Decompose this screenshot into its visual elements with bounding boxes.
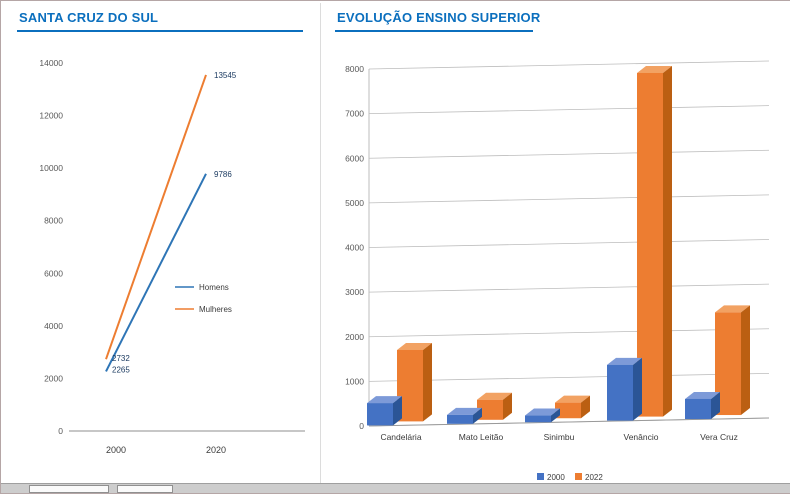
svg-text:12000: 12000 bbox=[39, 111, 63, 121]
svg-text:6000: 6000 bbox=[44, 268, 63, 278]
svg-text:Mato Leitão: Mato Leitão bbox=[459, 432, 504, 442]
svg-text:3000: 3000 bbox=[345, 287, 364, 297]
svg-text:5000: 5000 bbox=[345, 198, 364, 208]
svg-text:0: 0 bbox=[58, 426, 63, 436]
svg-text:2000: 2000 bbox=[106, 445, 126, 455]
svg-text:Vera Cruz: Vera Cruz bbox=[700, 432, 738, 442]
bar-chart-title-underline bbox=[335, 30, 533, 32]
svg-text:2732: 2732 bbox=[112, 354, 130, 363]
svg-text:7000: 7000 bbox=[345, 109, 364, 119]
line-chart-title: SANTA CRUZ DO SUL bbox=[19, 10, 159, 25]
svg-text:Venâncio: Venâncio bbox=[624, 432, 659, 442]
svg-text:2020: 2020 bbox=[206, 445, 226, 455]
bar-chart-3d: 0 1000 2000 3000 4000 5000 6000 7000 8000 Candelá… bbox=[345, 60, 770, 482]
svg-text:6000: 6000 bbox=[345, 153, 364, 163]
panel-divider bbox=[320, 3, 321, 483]
svg-text:2000: 2000 bbox=[345, 332, 364, 342]
svg-text:2000: 2000 bbox=[44, 373, 63, 383]
svg-text:Sinimbu: Sinimbu bbox=[544, 432, 575, 442]
svg-text:4000: 4000 bbox=[345, 243, 364, 253]
svg-text:1000: 1000 bbox=[345, 376, 364, 386]
svg-text:9786: 9786 bbox=[214, 170, 232, 179]
svg-text:2022: 2022 bbox=[585, 473, 603, 482]
line-chart: 0 2000 4000 6000 8000 10000 12000 14000 2000 2020… bbox=[39, 58, 305, 455]
svg-text:4000: 4000 bbox=[44, 321, 63, 331]
svg-text:13545: 13545 bbox=[214, 71, 237, 80]
svg-text:2000: 2000 bbox=[547, 473, 565, 482]
svg-text:0: 0 bbox=[359, 421, 364, 431]
bar-chart-title: EVOLUÇÃO ENSINO SUPERIOR bbox=[337, 10, 541, 25]
svg-text:Candelária: Candelária bbox=[380, 432, 421, 442]
svg-text:14000: 14000 bbox=[39, 58, 63, 68]
svg-text:10000: 10000 bbox=[39, 163, 63, 173]
svg-text:8000: 8000 bbox=[345, 64, 364, 74]
svg-text:Homens: Homens bbox=[199, 283, 229, 292]
line-chart-title-underline bbox=[17, 30, 303, 32]
svg-text:2265: 2265 bbox=[112, 365, 130, 374]
svg-text:Mulheres: Mulheres bbox=[199, 305, 232, 314]
svg-text:8000: 8000 bbox=[44, 216, 63, 226]
